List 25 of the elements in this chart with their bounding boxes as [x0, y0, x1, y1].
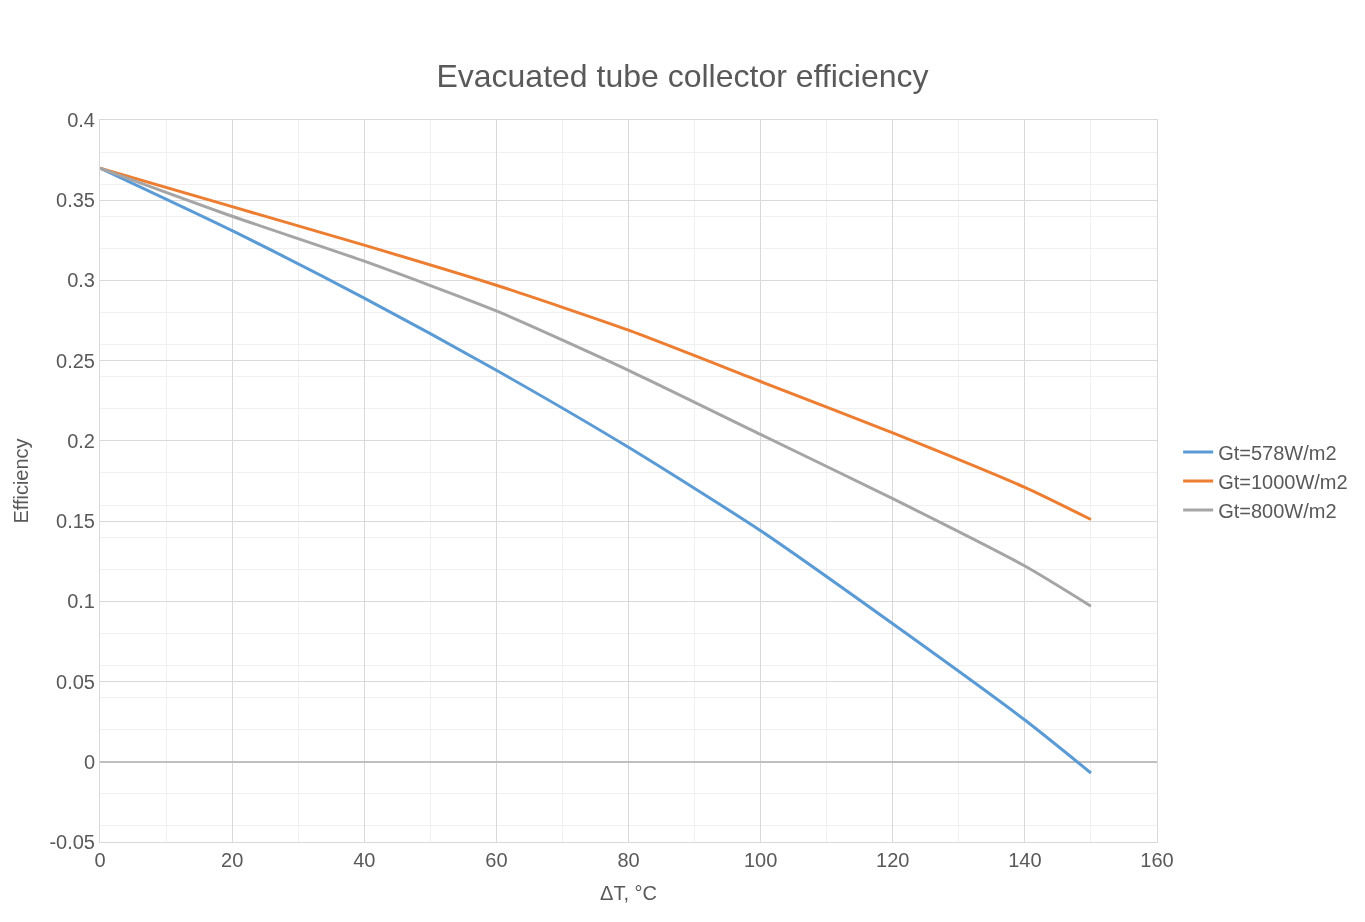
- y-tick-label: 0.4: [67, 109, 95, 131]
- y-tick-label: 0.2: [67, 429, 95, 452]
- chart-title: Evacuated tube collector efficiency: [436, 57, 929, 94]
- x-tick-label: 60: [485, 849, 508, 871]
- legend-label: Gt=578W/m2: [1218, 441, 1337, 464]
- x-tick-label: 100: [743, 849, 778, 871]
- x-tick-label: 160: [1140, 849, 1174, 871]
- y-tick-label: 0.25: [56, 349, 95, 372]
- x-tick-label: 120: [876, 849, 910, 871]
- x-tick-label: 140: [1008, 849, 1042, 871]
- y-tick-label: 0.35: [56, 189, 95, 212]
- y-tick-label: 0.1: [67, 590, 95, 613]
- x-tick-label: 20: [221, 849, 244, 871]
- y-tick-label: 0.05: [56, 670, 95, 693]
- line-series: [100, 166, 1093, 608]
- x-tick-label: 40: [353, 849, 376, 871]
- y-tick-label: 0.15: [56, 510, 95, 533]
- y-tick-label: 0.3: [67, 269, 95, 292]
- x-tick-label: 80: [617, 849, 640, 871]
- x-axis-title: ΔT, °C: [600, 881, 657, 904]
- y-tick-label: -0.05: [49, 831, 95, 853]
- legend-label: Gt=800W/m2: [1218, 499, 1337, 522]
- y-axis-title: Efficiency: [9, 438, 32, 524]
- legend-label: Gt=1000W/m2: [1218, 470, 1348, 493]
- y-tick-label: 0: [83, 750, 95, 773]
